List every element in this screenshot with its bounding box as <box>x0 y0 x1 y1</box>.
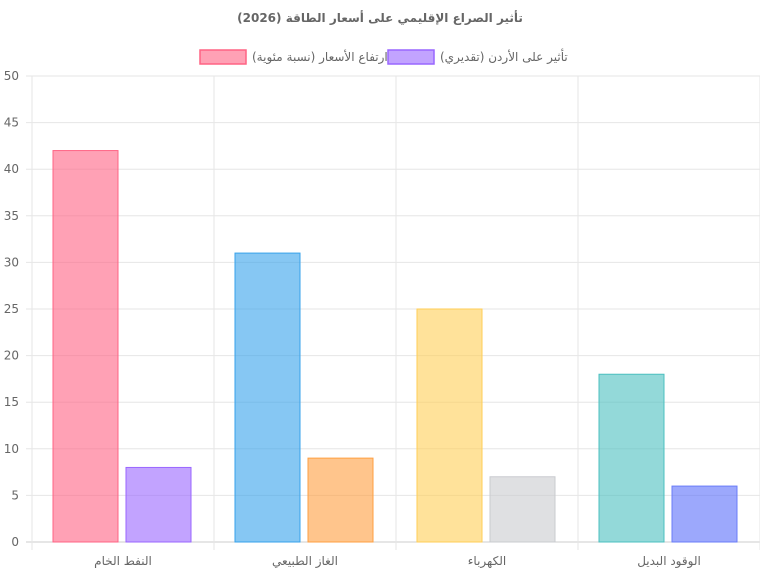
legend-swatch <box>199 49 247 65</box>
x-tick-label: النفط الخام <box>94 554 152 568</box>
legend-label: تأثير على الأردن (تقديري) <box>440 48 568 65</box>
y-tick-label: 40 <box>4 162 19 176</box>
legend: ارتفاع الأسعار (نسبة مئوية) تأثير على ال… <box>199 48 568 65</box>
y-tick-label: 15 <box>4 395 19 409</box>
legend-swatch <box>387 49 435 65</box>
bar[interactable] <box>416 308 483 543</box>
legend-item-jordan-impact[interactable]: تأثير على الأردن (تقديري) <box>387 48 568 65</box>
bar[interactable] <box>234 252 301 543</box>
x-tick-label: الوقود البديل <box>637 554 701 569</box>
y-tick-label: 0 <box>11 535 19 549</box>
x-tick-label: الكهرباء <box>468 554 506 569</box>
bar[interactable] <box>125 466 192 543</box>
y-tick-label: 25 <box>4 302 19 316</box>
y-tick-label: 45 <box>4 116 19 130</box>
y-tick-label: 35 <box>4 209 19 223</box>
legend-label: ارتفاع الأسعار (نسبة مئوية) <box>252 49 388 65</box>
bar[interactable] <box>671 485 738 543</box>
bar[interactable] <box>307 457 374 543</box>
y-tick-label: 20 <box>4 349 19 363</box>
y-tick-label: 50 <box>4 69 19 83</box>
y-tick-label: 30 <box>4 255 19 269</box>
y-tick-label: 5 <box>11 488 19 502</box>
bar[interactable] <box>598 373 665 543</box>
legend-item-price-rise[interactable]: ارتفاع الأسعار (نسبة مئوية) <box>199 49 388 65</box>
x-tick-label: الغاز الطبيعي <box>272 554 338 569</box>
bar[interactable] <box>52 150 119 543</box>
y-tick-label: 10 <box>4 442 19 456</box>
bar[interactable] <box>489 476 556 543</box>
chart-title: تأثير الصراع الإقليمي على أسعار الطاقة (… <box>237 10 523 25</box>
